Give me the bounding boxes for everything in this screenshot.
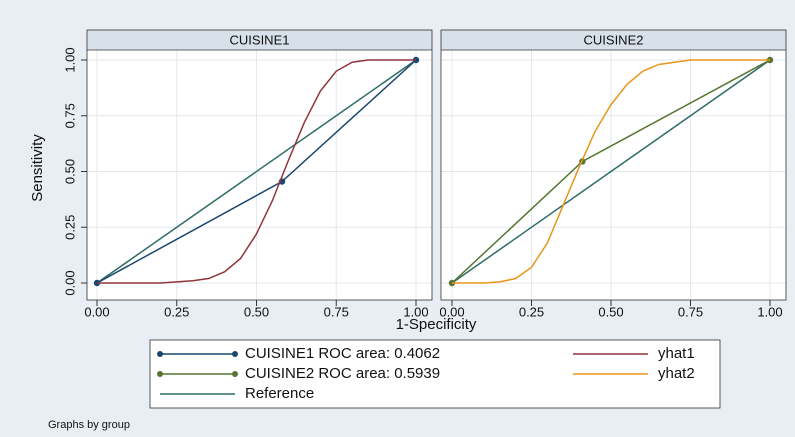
plot-border (86, 29, 433, 301)
series-line (452, 59, 770, 284)
x-tick-label: 1.00 (757, 304, 782, 319)
x-tick-label: 0.00 (84, 304, 109, 319)
panel-header (87, 30, 432, 50)
legend-label: Reference (245, 385, 314, 402)
x-tick-label: 0.50 (244, 304, 269, 319)
series-line (97, 59, 416, 284)
x-tick-label: 0.50 (598, 304, 623, 319)
legend-label: yhat1 (658, 345, 695, 362)
panel-title: CUISINE1 (230, 32, 290, 47)
x-tick-label: 0.25 (519, 304, 544, 319)
x-tick-label: 0.00 (439, 304, 464, 319)
legend-marker (232, 371, 238, 377)
y-tick-label: 1.00 (62, 47, 77, 72)
series-line (451, 59, 771, 284)
legend-marker (157, 371, 163, 377)
panel-title: CUISINE2 (584, 32, 644, 47)
y-axis-label: Sensitivity (29, 134, 46, 202)
y-tick-label: 0.25 (62, 215, 77, 240)
plot-border (440, 29, 787, 301)
legend-label: CUISINE1 ROC area: 0.4062 (245, 345, 440, 362)
x-tick-label: 0.25 (164, 304, 189, 319)
y-tick-label: 0.75 (62, 103, 77, 128)
plot-area (87, 30, 432, 300)
legend-label: CUISINE2 ROC area: 0.5939 (245, 365, 440, 382)
plot-area (441, 30, 786, 300)
series-line (96, 59, 417, 284)
legend-label: yhat2 (658, 365, 695, 382)
x-tick-label: 1.00 (403, 304, 428, 319)
x-tick-label: 0.75 (324, 304, 349, 319)
x-axis-label: 1-Specificity (396, 316, 477, 333)
y-tick-label: 0.50 (62, 159, 77, 184)
x-tick-label: 0.75 (678, 304, 703, 319)
note: Graphs by group (48, 419, 130, 431)
panel-header (441, 30, 786, 50)
legend-marker (157, 351, 163, 357)
legend-marker (232, 351, 238, 357)
y-tick-label: 0.00 (62, 270, 77, 295)
